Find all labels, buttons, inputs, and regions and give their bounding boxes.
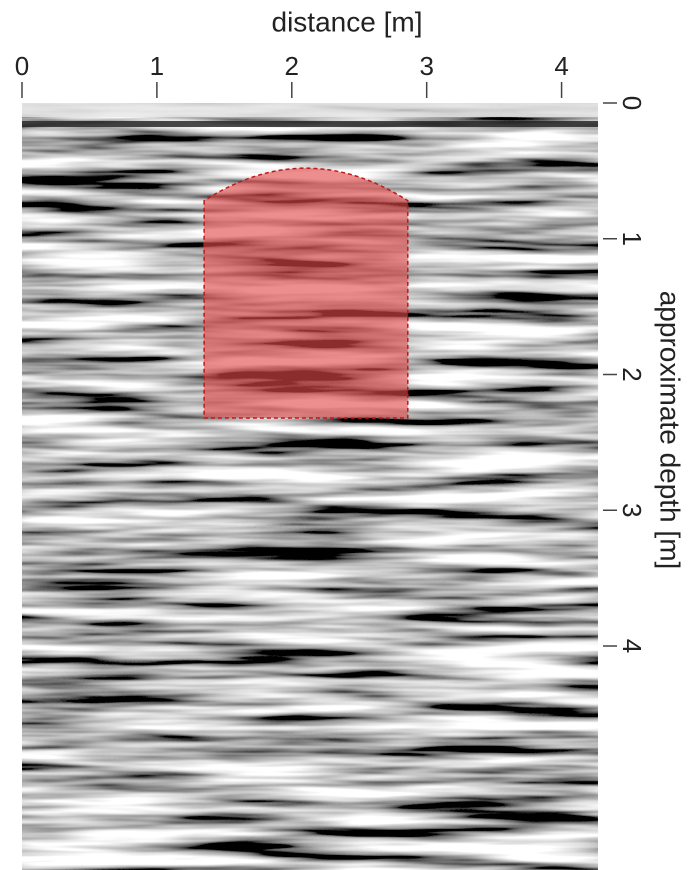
surface-band [22,103,598,117]
y-tick-label: 0 [617,96,647,110]
highlight-region [203,167,409,419]
x-tick-label: 4 [554,51,568,81]
x-tick-label: 1 [150,51,164,81]
x-tick-label: 3 [419,51,433,81]
y-axis-label: approximate depth [m] [655,291,686,570]
y-tick-label: 1 [617,232,647,246]
y-tick-label: 2 [617,367,647,381]
y-tick-label: 3 [617,503,647,517]
x-tick-label: 0 [15,51,29,81]
chart-title: distance [m] [272,6,423,37]
surface-reflection [22,121,598,127]
x-tick-label: 2 [285,51,299,81]
y-tick-label: 4 [617,639,647,653]
